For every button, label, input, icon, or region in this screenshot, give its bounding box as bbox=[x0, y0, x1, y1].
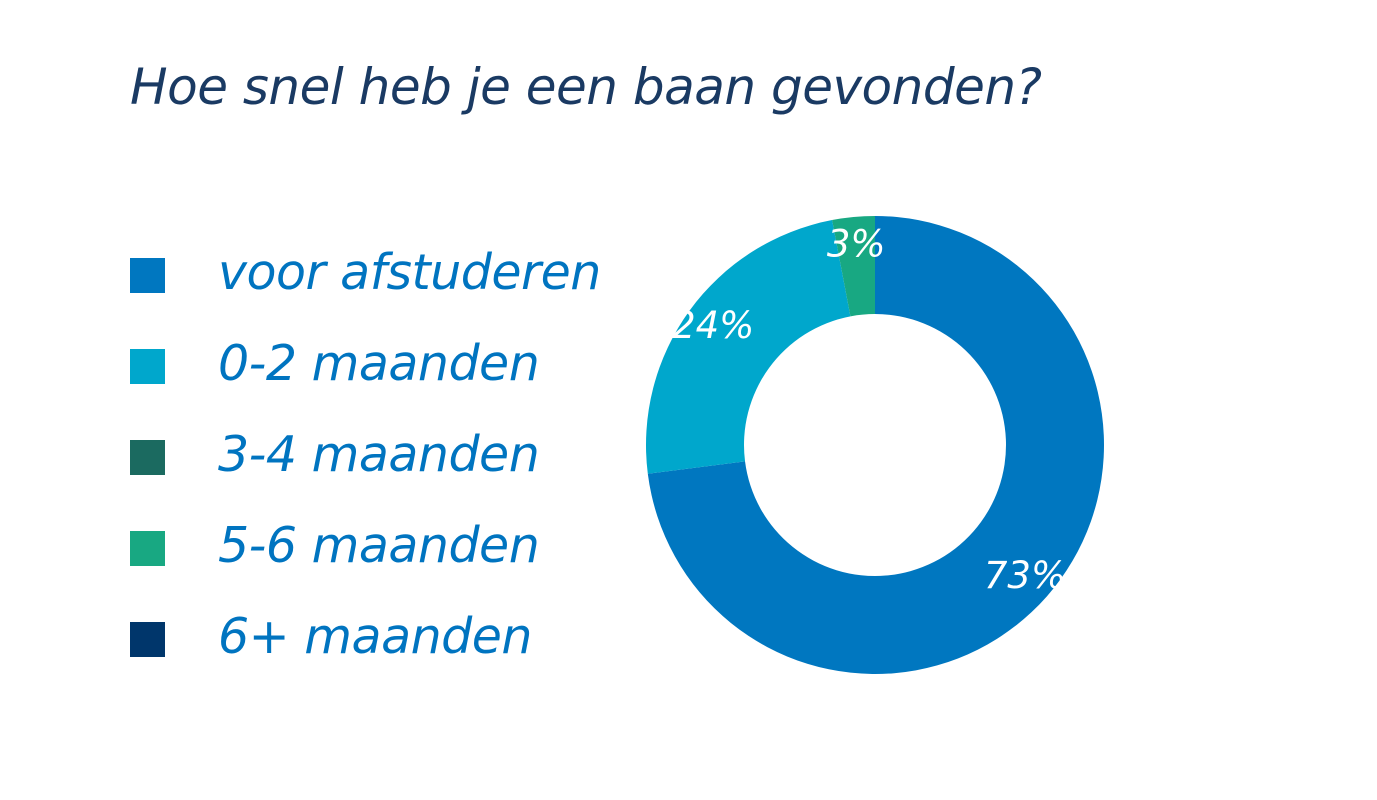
legend-label: voor afstuderen bbox=[218, 244, 601, 301]
donut-slice-0-2-maanden bbox=[646, 220, 851, 474]
legend-swatch bbox=[130, 440, 165, 475]
legend-swatch bbox=[130, 258, 165, 293]
legend-swatch bbox=[130, 622, 165, 657]
donut-slice-5-6-maanden bbox=[832, 216, 875, 317]
slice-value-label: 3% bbox=[827, 222, 886, 265]
legend-label: 0-2 maanden bbox=[218, 335, 540, 392]
slice-value-label: 73% bbox=[984, 554, 1066, 597]
legend-swatch bbox=[130, 531, 165, 566]
donut-slice-voor-afstuderen bbox=[647, 216, 1104, 674]
legend-label: 5-6 maanden bbox=[218, 517, 540, 574]
chart-title: Hoe snel heb je een baan gevonden? bbox=[130, 58, 1042, 116]
legend-label: 3-4 maanden bbox=[218, 426, 540, 483]
slice-value-label: 24% bbox=[672, 304, 754, 347]
legend-swatch bbox=[130, 349, 165, 384]
donut-chart: 73% 24% 3% bbox=[646, 216, 1104, 674]
legend-label: 6+ maanden bbox=[218, 608, 532, 665]
